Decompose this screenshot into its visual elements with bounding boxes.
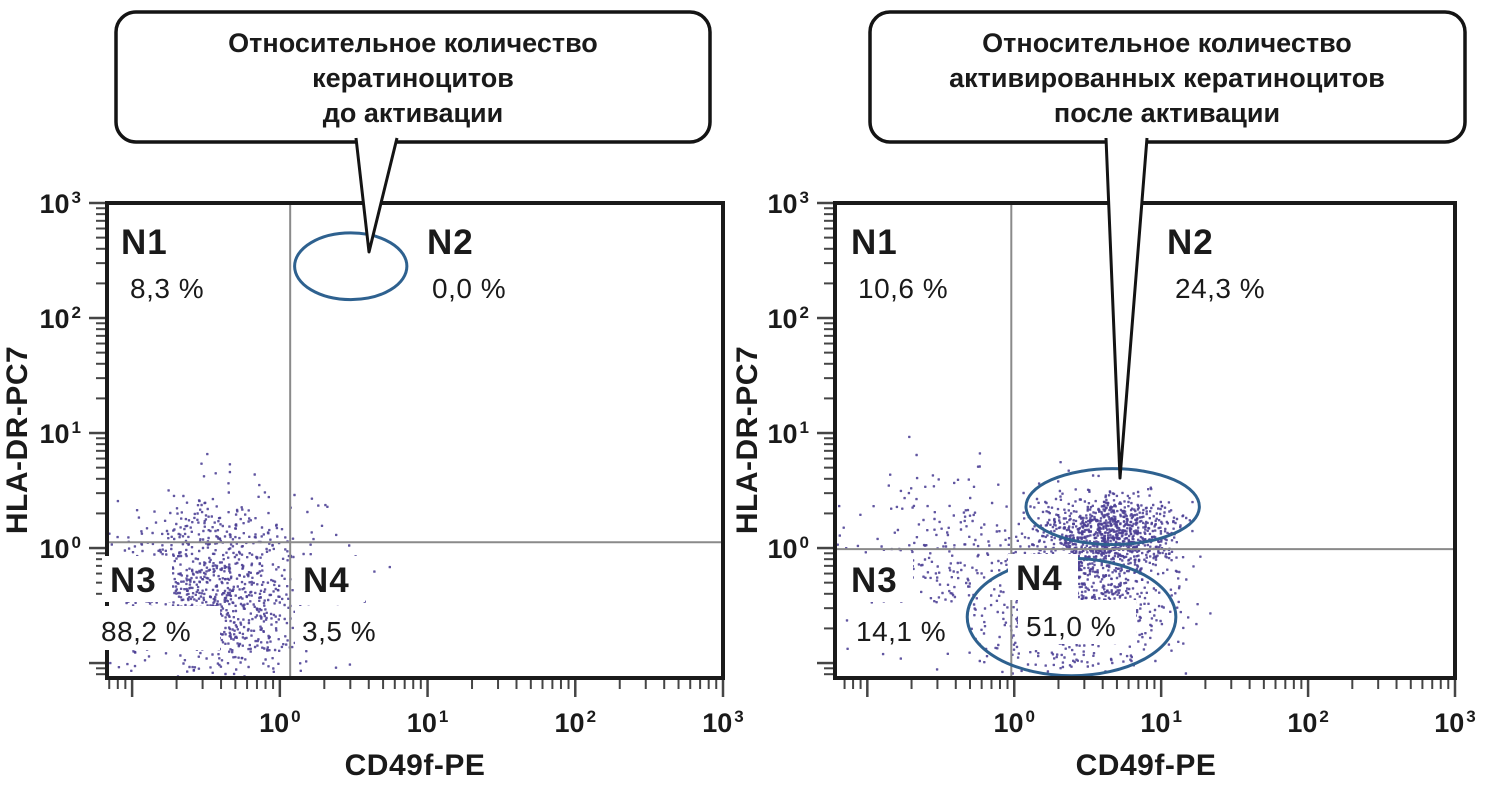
- plot-frame: [833, 201, 1457, 680]
- quadrant-n4-value: 3,5 %: [302, 616, 376, 647]
- label-backplate: [295, 556, 365, 602]
- x-axis-title-after: CD49f-PE: [1076, 749, 1217, 782]
- quadrant-n2-name: N2: [427, 223, 474, 262]
- quadrant-n3-value: 88,2 %: [101, 616, 191, 647]
- callout-line-1: Относительное количество: [982, 28, 1352, 58]
- label-backplate: [94, 606, 220, 650]
- gate-ellipse: [293, 231, 409, 302]
- quadrant-n3-name: N3: [110, 561, 157, 600]
- x-tick-label: 10 2: [555, 707, 597, 738]
- callout-line-1: Относительное количество: [228, 28, 598, 58]
- quadrant-n4-name: N4: [1016, 559, 1063, 598]
- y-tick-label: 10 3: [39, 188, 81, 219]
- x-tick-label: 10 3: [1434, 707, 1476, 738]
- quadrant-labels-before: N1 8,3 % N2 0,0 % N3 88,2 % N4 3,5 %: [94, 223, 506, 650]
- axis-ticks: [89, 201, 725, 697]
- label-backplate: [849, 606, 963, 650]
- quadrant-n2-name: N2: [1167, 223, 1214, 262]
- axis-tick-labels: 10 0 10 0 10 1 10 1 10 2 10 2 10 3 10 3: [39, 188, 743, 738]
- label-backplate: [1008, 554, 1078, 600]
- scatter-dots: [836, 435, 1212, 678]
- callout-box: [114, 10, 712, 144]
- y-tick-label: 10 1: [767, 418, 809, 449]
- x-tick-label: 10 2: [1287, 707, 1329, 738]
- callout-before-activation: Относительное количество кератиноцитов д…: [114, 10, 712, 144]
- x-tick-label: 10 1: [1140, 707, 1182, 738]
- x-tick-label: 10 0: [259, 707, 301, 738]
- callout-tails: [354, 137, 1149, 480]
- quadrant-n1-name: N1: [851, 223, 898, 262]
- callout-line-2: кератиноцитов: [312, 63, 514, 93]
- plot-frame: [105, 201, 725, 680]
- callout-tail-after: [1104, 137, 1149, 480]
- label-backplate: [843, 556, 913, 602]
- callout-line-2: активированных кератиноцитов: [949, 63, 1385, 93]
- quadrant-labels-after: N1 10,6 % N2 24,3 % N3 14,1 % N4 51,0 %: [843, 223, 1265, 650]
- quadrant-n1-value: 10,6 %: [858, 273, 948, 304]
- callout-tail-before: [354, 137, 399, 254]
- y-tick-label: 10 0: [39, 533, 81, 564]
- x-tick-label: 10 1: [407, 707, 449, 738]
- scatter-plot-after_activation: 10 0 10 0 10 1 10 1 10 2 10 2 10 3 10 3: [767, 188, 1475, 738]
- x-tick-label: 10 3: [702, 707, 744, 738]
- x-tick-label: 10 0: [993, 707, 1035, 738]
- label-backplate: [295, 606, 395, 650]
- callout-box: [868, 10, 1467, 144]
- callout-after-activation: Относительное количество активированных …: [868, 10, 1467, 144]
- callout-line-3: после активации: [1054, 98, 1280, 128]
- quadrant-n1-value: 8,3 %: [130, 273, 204, 304]
- axis-ticks: [817, 201, 1457, 697]
- x-axis-title-before: CD49f-PE: [345, 749, 486, 782]
- y-axis-title-after: HLA-DR-PC7: [731, 346, 764, 534]
- axis-titles: CD49f-PE CD49f-PE HLA-DR-PC7 HLA-DR-PC7: [1, 346, 1216, 782]
- quadrant-n4-name: N4: [303, 561, 350, 600]
- y-axis-title-before: HLA-DR-PC7: [1, 346, 34, 534]
- quadrant-n1-name: N1: [121, 223, 168, 262]
- gate-ellipse: [1024, 467, 1201, 547]
- y-tick-label: 10 2: [767, 303, 809, 334]
- quadrant-divider-lines: [107, 203, 723, 678]
- y-tick-label: 10 3: [767, 188, 809, 219]
- quadrant-n2-value: 24,3 %: [1175, 273, 1265, 304]
- y-tick-label: 10 1: [39, 418, 81, 449]
- y-tick-label: 10 0: [767, 533, 809, 564]
- quadrant-n3-name: N3: [851, 561, 898, 600]
- quadrant-n3-value: 14,1 %: [856, 616, 946, 647]
- label-backplate: [102, 556, 172, 602]
- y-tick-label: 10 2: [39, 303, 81, 334]
- label-backplate: [1018, 600, 1136, 644]
- quadrant-n2-value: 0,0 %: [432, 273, 506, 304]
- scatter-dots: [108, 452, 391, 678]
- callout-line-3: до активации: [323, 98, 504, 128]
- quadrant-n4-value: 51,0 %: [1026, 611, 1116, 642]
